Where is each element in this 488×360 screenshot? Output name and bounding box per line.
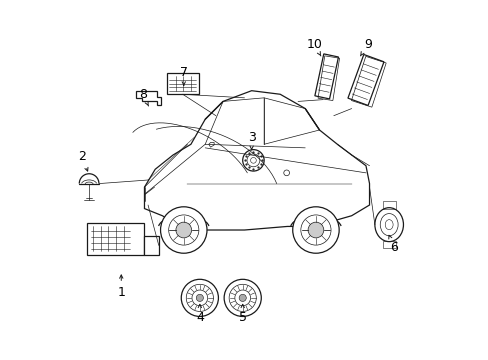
Bar	[382, 241, 395, 248]
Circle shape	[196, 294, 203, 301]
Circle shape	[160, 207, 206, 253]
Text: 10: 10	[305, 38, 322, 56]
Circle shape	[239, 294, 246, 301]
Polygon shape	[144, 91, 369, 230]
Text: 6: 6	[388, 235, 398, 255]
Text: 8: 8	[139, 88, 148, 106]
Text: 2: 2	[78, 150, 88, 171]
Circle shape	[224, 279, 261, 316]
Text: 5: 5	[238, 304, 246, 324]
Text: 4: 4	[196, 304, 203, 324]
FancyBboxPatch shape	[347, 54, 383, 105]
Circle shape	[181, 279, 218, 316]
Polygon shape	[135, 91, 161, 105]
Circle shape	[292, 207, 339, 253]
Text: 9: 9	[360, 38, 371, 56]
Text: 1: 1	[117, 275, 125, 299]
Text: 3: 3	[247, 131, 255, 149]
Bar	[144, 236, 159, 255]
FancyBboxPatch shape	[314, 54, 338, 99]
Bar	[382, 202, 395, 208]
Circle shape	[176, 222, 191, 238]
Bar	[87, 223, 144, 255]
Bar	[166, 73, 198, 94]
Circle shape	[307, 222, 323, 238]
Text: 7: 7	[180, 66, 187, 85]
